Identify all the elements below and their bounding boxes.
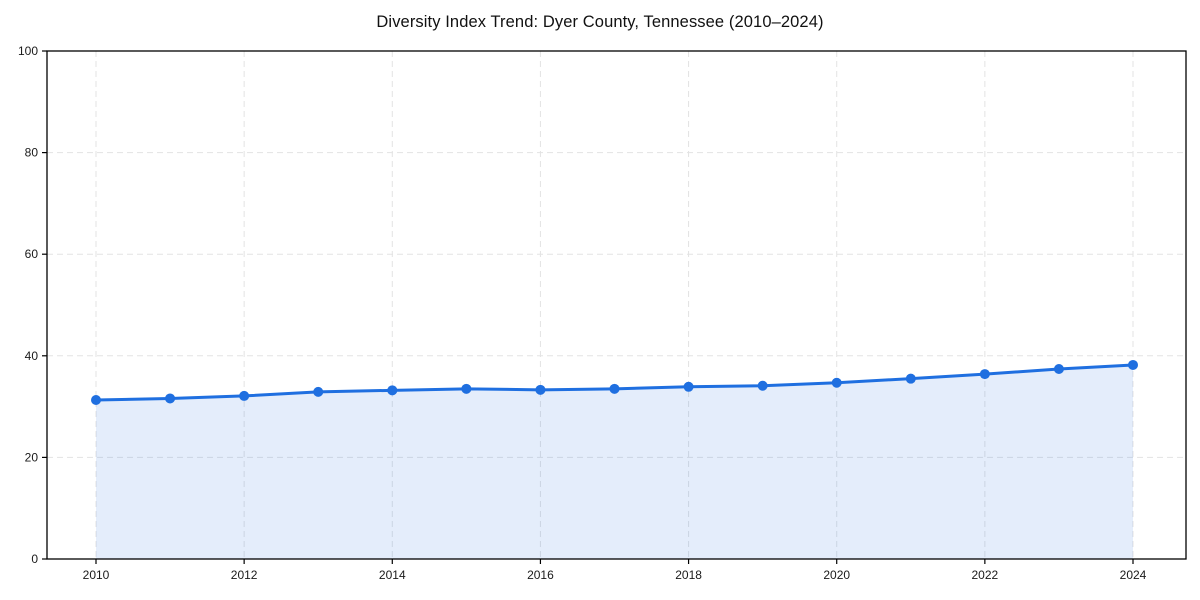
- y-tick-label: 40: [25, 349, 39, 363]
- chart-title: Diversity Index Trend: Dyer County, Tenn…: [376, 13, 824, 31]
- y-tick-label: 20: [25, 450, 39, 464]
- y-tick-label: 100: [18, 44, 38, 58]
- data-point-marker: [831, 377, 842, 388]
- y-tick-label: 60: [25, 247, 39, 261]
- data-point-marker: [387, 385, 398, 396]
- x-tick-label: 2022: [972, 568, 999, 582]
- x-tick-label: 2014: [379, 568, 406, 582]
- plot-border: [46, 50, 1187, 560]
- y-tick-label: 80: [25, 146, 39, 160]
- data-point-marker: [683, 381, 694, 392]
- data-point-marker: [461, 383, 472, 394]
- x-tick-label: 2018: [675, 568, 702, 582]
- data-point-marker: [535, 384, 546, 395]
- data-point-marker: [1053, 364, 1064, 375]
- x-tick-label: 2024: [1120, 568, 1147, 582]
- data-point-marker: [165, 393, 176, 404]
- y-tick-label: 0: [31, 552, 38, 566]
- x-tick-label: 2010: [83, 568, 110, 582]
- data-point-marker: [239, 390, 250, 401]
- x-tick-label: 2020: [823, 568, 850, 582]
- data-point-marker: [91, 394, 101, 405]
- data-point-marker: [757, 380, 768, 391]
- x-tick-label: 2016: [527, 568, 554, 582]
- data-point-marker: [979, 369, 990, 380]
- data-point-marker: [609, 383, 620, 394]
- data-point-marker: [1128, 359, 1138, 370]
- data-point-marker: [905, 373, 916, 384]
- data-point-marker: [313, 386, 324, 397]
- x-tick-label: 2012: [231, 568, 258, 582]
- area-fill: [96, 364, 1133, 559]
